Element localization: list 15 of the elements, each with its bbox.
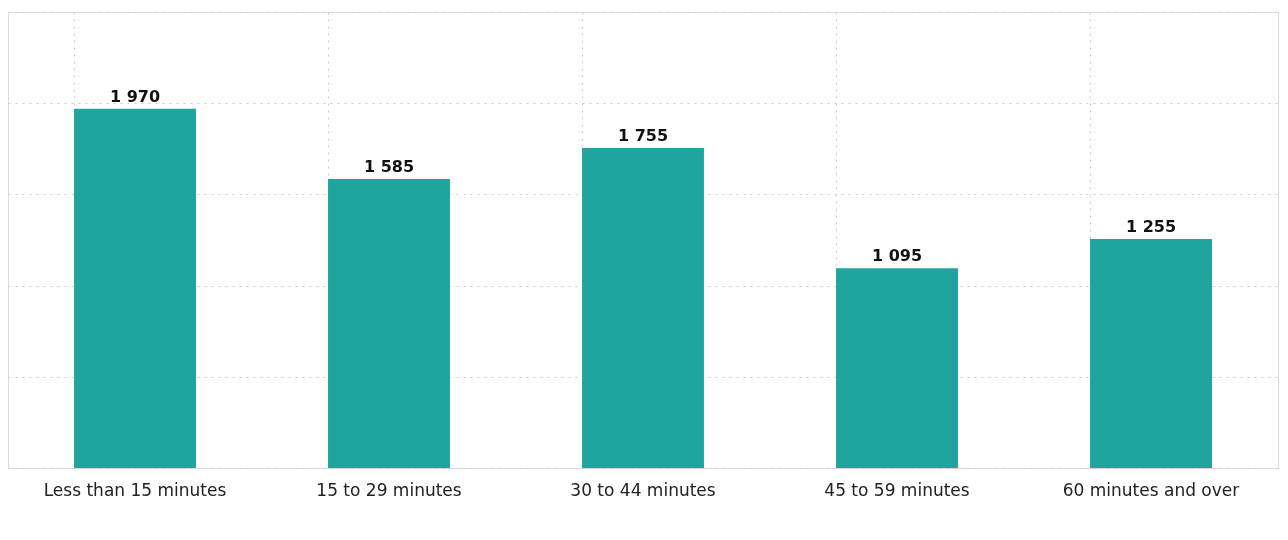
bar (836, 268, 958, 468)
x-tick-label: 45 to 59 minutes (824, 479, 970, 500)
data-label: 1 585 (363, 156, 415, 176)
data-label: 1 255 (1125, 217, 1177, 237)
bar (328, 178, 450, 468)
x-tick-label: Less than 15 minutes (43, 479, 227, 500)
data-label: 1 095 (871, 246, 923, 266)
data-label: 1 970 (109, 86, 161, 106)
x-tick-label: 60 minutes and over (1062, 479, 1240, 500)
x-tick-label: 15 to 29 minutes (316, 479, 462, 500)
bar (582, 147, 704, 468)
data-label: 1 755 (617, 125, 669, 145)
bar (1090, 239, 1212, 468)
bar (74, 108, 196, 468)
x-tick-label: 30 to 44 minutes (570, 479, 716, 500)
